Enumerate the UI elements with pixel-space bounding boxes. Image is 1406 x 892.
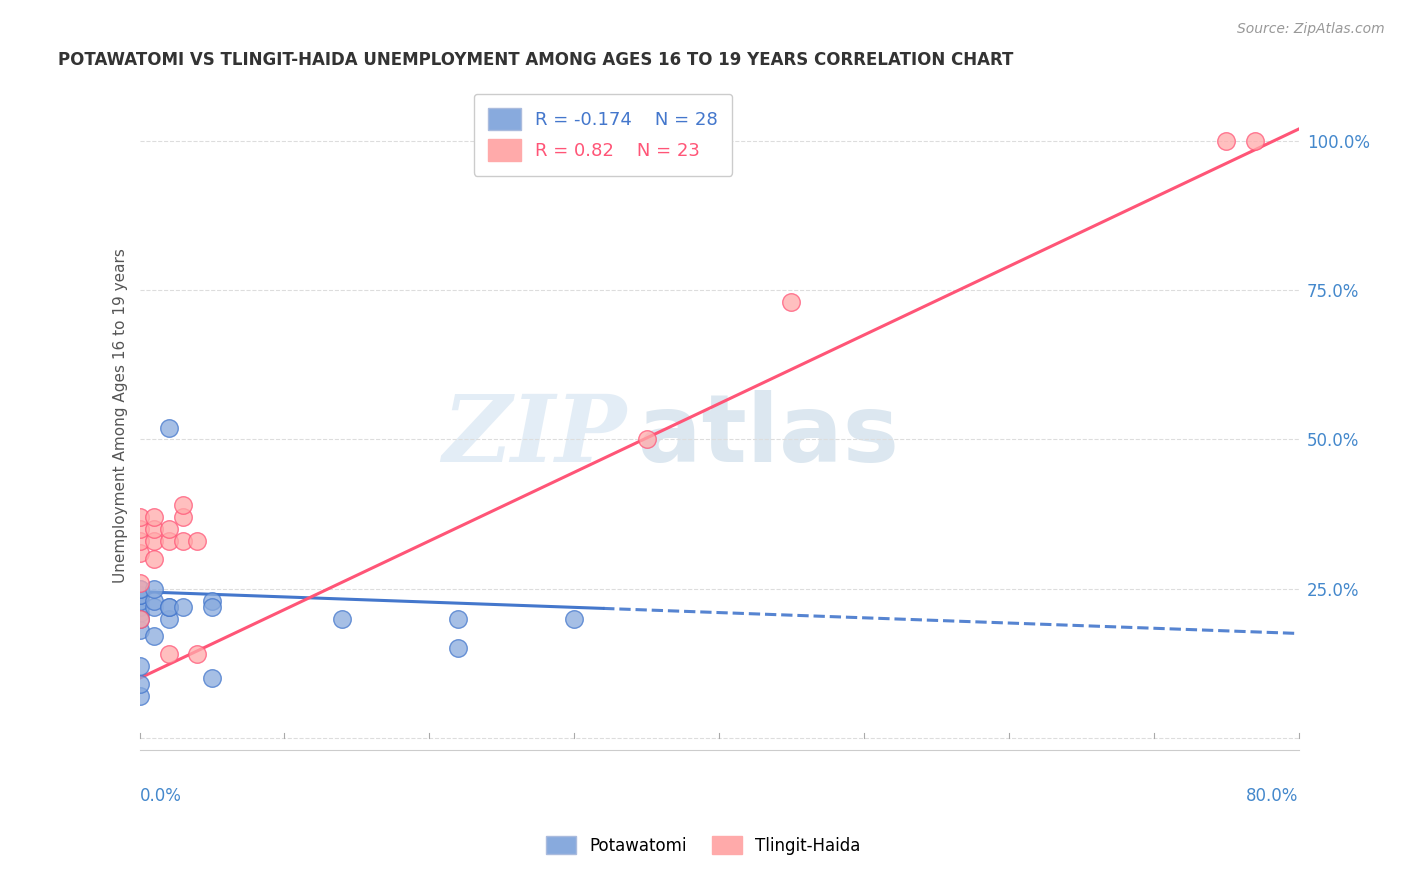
Point [128,588,150,602]
Point [143,510,166,524]
Point [447,641,470,656]
Point [128,582,150,596]
Point [172,533,194,548]
Point [157,420,180,434]
Point [172,510,194,524]
Point [128,677,150,691]
Point [157,611,180,625]
Point [128,659,150,673]
Point [562,611,585,625]
Point [172,498,194,512]
Point [128,582,150,596]
Point [143,533,166,548]
Point [143,522,166,536]
Point [128,588,150,602]
Point [157,522,180,536]
Point [201,593,224,607]
Point [201,671,224,685]
Text: Source: ZipAtlas.com: Source: ZipAtlas.com [1237,22,1385,37]
Point [1244,134,1267,148]
Text: 80.0%: 80.0% [1246,787,1299,805]
Point [143,593,166,607]
Point [128,533,150,548]
Point [128,611,150,625]
Point [128,689,150,703]
Point [128,624,150,638]
Point [128,599,150,614]
Text: atlas: atlas [638,390,898,482]
Point [143,552,166,566]
Legend: R = -0.174    N = 28, R = 0.82    N = 23: R = -0.174 N = 28, R = 0.82 N = 23 [474,94,733,176]
Y-axis label: Unemployment Among Ages 16 to 19 years: Unemployment Among Ages 16 to 19 years [114,248,128,583]
Point [128,522,150,536]
Point [128,606,150,620]
Point [143,599,166,614]
Point [157,599,180,614]
Text: ZIP: ZIP [441,391,626,481]
Text: 0.0%: 0.0% [139,787,181,805]
Point [157,648,180,662]
Point [128,593,150,607]
Point [143,630,166,644]
Point [636,433,658,447]
Point [128,546,150,560]
Point [186,648,208,662]
Point [143,582,166,596]
Point [332,611,354,625]
Legend: Potawatomi, Tlingit-Haida: Potawatomi, Tlingit-Haida [538,830,868,862]
Point [1215,134,1237,148]
Point [186,533,208,548]
Point [128,510,150,524]
Point [447,611,470,625]
Point [157,533,180,548]
Point [172,599,194,614]
Point [157,599,180,614]
Point [128,611,150,625]
Point [780,295,803,310]
Text: POTAWATOMI VS TLINGIT-HAIDA UNEMPLOYMENT AMONG AGES 16 TO 19 YEARS CORRELATION C: POTAWATOMI VS TLINGIT-HAIDA UNEMPLOYMENT… [59,51,1014,69]
Point [201,599,224,614]
Point [128,575,150,590]
